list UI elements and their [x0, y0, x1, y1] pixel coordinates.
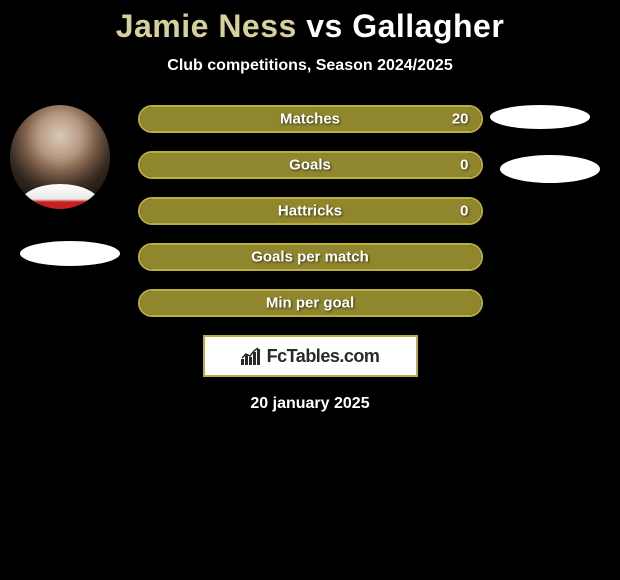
bar-label: Matches: [280, 111, 340, 128]
bar-hattricks: Hattricks 0: [138, 197, 483, 225]
player1-avatar: [10, 105, 110, 209]
bar-label: Min per goal: [266, 295, 354, 312]
blob-right-1: [490, 105, 590, 129]
player2-name: Gallagher: [352, 8, 504, 44]
bar-label: Goals per match: [251, 249, 369, 266]
date-text: 20 january 2025: [0, 395, 620, 413]
bar-goals-per-match: Goals per match: [138, 243, 483, 271]
bar-value: 20: [452, 111, 469, 128]
blob-left: [20, 241, 120, 266]
page-title: Jamie Ness vs Gallagher: [0, 8, 620, 45]
vs-text: vs: [306, 8, 343, 44]
chart-icon: [241, 347, 263, 365]
bar-goals: Goals 0: [138, 151, 483, 179]
bar-min-per-goal: Min per goal: [138, 289, 483, 317]
subtitle: Club competitions, Season 2024/2025: [0, 57, 620, 75]
bar-label: Hattricks: [278, 203, 342, 220]
stat-bars: Matches 20 Goals 0 Hattricks 0 Goals per…: [138, 105, 483, 317]
logo-box: FcTables.com: [203, 335, 418, 377]
player1-name: Jamie Ness: [116, 8, 297, 44]
bar-matches: Matches 20: [138, 105, 483, 133]
blob-right-2: [500, 155, 600, 183]
bar-label: Goals: [289, 157, 331, 174]
logo-text: FcTables.com: [267, 346, 380, 367]
bar-value: 0: [460, 157, 468, 174]
bar-value: 0: [460, 203, 468, 220]
main-area: Matches 20 Goals 0 Hattricks 0 Goals per…: [0, 105, 620, 413]
card-container: Jamie Ness vs Gallagher Club competition…: [0, 0, 620, 413]
